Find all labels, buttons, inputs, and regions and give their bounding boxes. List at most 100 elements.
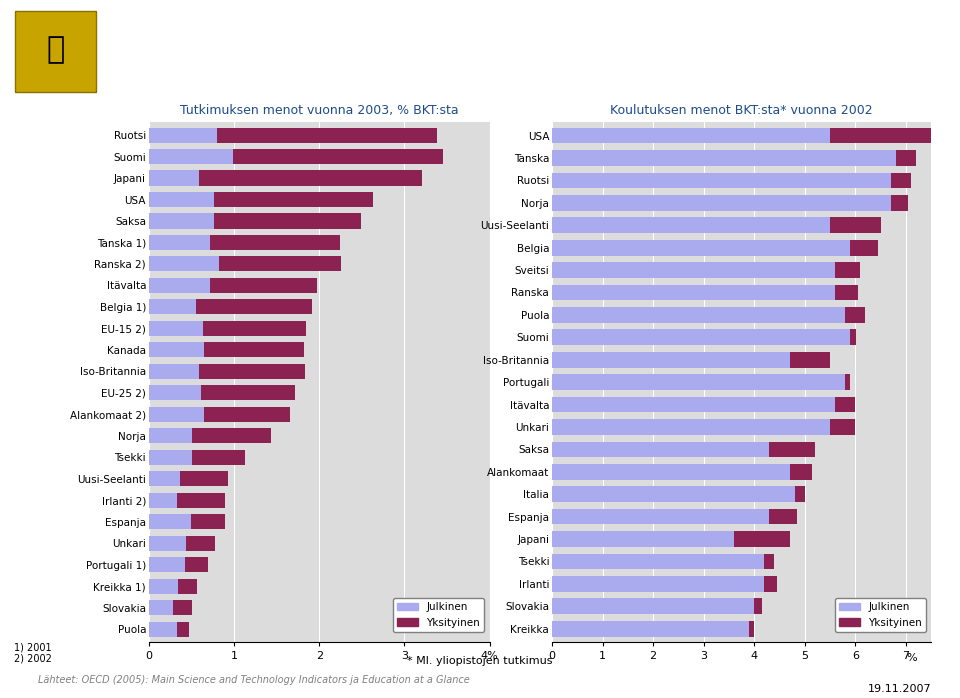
Bar [769,442,815,457]
Text: * Ml. yliopistojen tutkimus: * Ml. yliopistojen tutkimus [407,657,553,667]
Text: 1) 2001: 1) 2001 [14,643,52,653]
Bar [149,450,192,465]
Bar [552,150,896,166]
Bar [149,622,177,637]
Bar [149,407,204,422]
Bar [149,429,192,443]
Bar [552,598,755,614]
Text: 2) 2002: 2) 2002 [14,654,52,664]
Bar [749,621,755,637]
Bar [184,557,208,572]
Bar [149,471,180,487]
Bar [835,262,860,278]
Bar [552,285,835,300]
Bar [835,285,858,300]
Bar [552,464,790,480]
Bar [149,514,191,529]
Bar [552,329,851,346]
Bar [891,172,911,188]
Bar [552,487,795,502]
Bar [214,192,372,207]
Text: 🦁: 🦁 [46,36,64,64]
Bar [764,554,775,570]
Text: 19.11.2007: 19.11.2007 [868,685,931,695]
Bar [552,240,851,255]
Bar [149,557,184,572]
Bar [149,321,204,336]
Bar [552,262,835,278]
Bar [177,493,225,508]
Bar [552,307,845,322]
Bar [219,256,342,272]
Bar [830,217,880,233]
Text: Suomen panostukset suuria  tutkimuksessa,: Suomen panostukset suuria tutkimuksessa, [115,21,621,40]
Legend: Julkinen, Yksityinen: Julkinen, Yksityinen [835,598,926,632]
Text: koulutuksessa hyvää keskitasoa; tulokset hyviä: koulutuksessa hyvää keskitasoa; tulokset… [115,66,659,85]
Bar [755,598,762,614]
Bar [178,579,197,594]
Bar [552,621,749,637]
Bar [835,396,855,413]
Bar [149,600,173,616]
Bar [149,278,210,293]
Bar [210,235,340,250]
Bar [552,217,830,233]
Bar [149,385,201,401]
Bar [149,235,210,250]
Bar [149,493,177,508]
Bar [552,128,830,144]
Bar [734,531,790,547]
Bar [149,299,196,315]
Bar [149,256,219,272]
Bar [233,149,443,164]
Text: %: % [906,653,917,663]
Bar [201,385,296,401]
Bar [552,195,891,211]
Bar [210,278,318,293]
Bar [830,419,855,435]
Bar [891,195,908,211]
Bar [149,343,204,357]
Bar [896,150,916,166]
Bar [213,214,361,228]
Bar [830,128,942,144]
Bar [552,172,891,188]
Bar [769,509,797,524]
Bar [851,329,856,346]
Bar [552,374,845,390]
Bar [192,429,272,443]
Bar [149,192,214,207]
Title: Tutkimuksen menot vuonna 2003, % BKT:sta: Tutkimuksen menot vuonna 2003, % BKT:sta [180,104,459,117]
Bar [204,407,290,422]
Bar [790,352,830,368]
Bar [552,531,734,547]
Bar [217,128,437,142]
Bar [204,321,305,336]
Bar [192,450,245,465]
Bar [191,514,226,529]
Bar [199,364,304,379]
Bar [149,170,199,186]
Bar [851,240,878,255]
Bar [795,487,804,502]
Bar [552,442,769,457]
Bar [196,299,312,315]
Bar [14,11,95,92]
Bar [180,471,228,487]
Bar [845,374,851,390]
Bar [199,170,422,186]
Bar [552,576,764,592]
Bar [177,622,189,637]
Bar [149,149,233,164]
Bar [552,352,790,368]
Bar [186,536,215,551]
Bar [552,554,764,570]
Bar [845,307,866,322]
Title: Koulutuksen menot BKT:sta* vuonna 2002: Koulutuksen menot BKT:sta* vuonna 2002 [611,104,873,117]
Bar [149,364,199,379]
Text: Lähteet: OECD (2005): Main Science and Technology Indicators ja Education at a G: Lähteet: OECD (2005): Main Science and T… [38,675,470,685]
Bar [204,343,304,357]
Bar [149,536,186,551]
Bar [764,576,777,592]
Bar [149,579,178,594]
